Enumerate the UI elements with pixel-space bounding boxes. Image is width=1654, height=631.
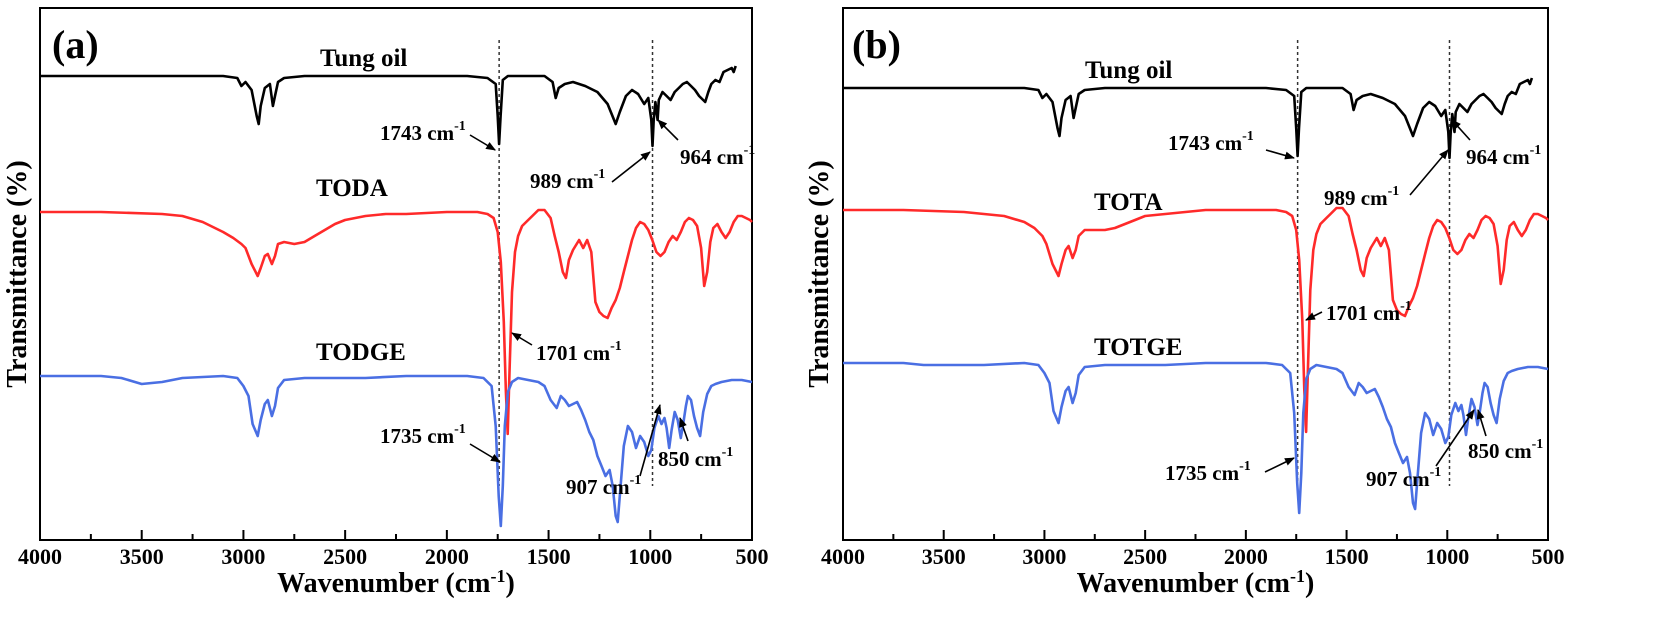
x-tick-label: 3000 [221,544,265,569]
x-tick-label: 2500 [1123,544,1167,569]
series-label: TODA [316,175,388,202]
peak-annotation: 1735 cm-1 [1165,459,1251,485]
peak-annotation-text: 907 cm [1366,467,1430,491]
series-line-tung-oil [843,77,1534,160]
series-label: TODGE [316,339,406,366]
peak-annotation-sup: -1 [1532,437,1544,452]
annotation-arrow [679,417,689,442]
peak-annotation: 907 cm-1 [566,473,641,499]
x-axis-title: Wavenumber (cm-1) [1077,566,1315,599]
x-tick-label: 500 [736,544,769,569]
x-tick-label: 3500 [922,544,966,569]
peak-annotation-sup: -1 [454,422,466,437]
x-tick-label: 2500 [323,544,367,569]
panel-a: 4000 3500 3000 2500 2000 1500 1000 500 Wavenumbe… [2,7,769,599]
annotation-arrow [657,119,679,141]
peak-annotation: 907 cm-1 [1366,465,1441,491]
panel-label: (a) [52,22,99,67]
peak-annotation: 1701 cm-1 [1326,299,1412,325]
peak-annotation-text: 1735 cm [380,424,455,448]
peak-annotation-sup: -1 [1242,129,1254,144]
peak-annotation-text: 989 cm [530,169,594,193]
series-line-todge [40,374,753,528]
x-axis-title-text: Wavenumber (cm [1077,568,1290,599]
panel-b: 4000 3500 3000 2500 2000 1500 1000 500 Wavenumbe… [804,7,1565,599]
peak-annotation: 850 cm-1 [658,445,733,471]
annotation-arrow [1409,149,1449,196]
peak-annotation: 964 cm-1 [1466,143,1541,169]
annotation-arrow [639,404,662,477]
x-tick-label: 1000 [628,544,672,569]
x-tick-label: 2000 [425,544,469,569]
x-tick-label: 3500 [120,544,164,569]
peak-annotation-sup: -1 [1239,459,1251,474]
peak-annotation-text: 907 cm [566,475,630,499]
peak-annotation-sup: -1 [610,339,622,354]
peak-annotation-text: 964 cm [680,145,744,169]
x-axis-title-sup: -1 [491,566,506,586]
peak-annotation-sup: -1 [722,445,734,460]
peak-annotation-sup: -1 [1430,465,1442,480]
series-line-totge [843,361,1549,515]
series-line-tota [843,206,1549,434]
annotation-arrow [1476,409,1487,437]
peak-annotation: 989 cm-1 [530,167,605,193]
peak-annotation-sup: -1 [630,473,642,488]
x-axis-title-tail: ) [1305,568,1314,599]
x-axis-title: Wavenumber (cm-1) [277,566,515,599]
peak-annotation-sup: -1 [1530,143,1542,158]
x-tick-label: 2000 [1224,544,1268,569]
series-label: Tung oil [1085,57,1172,84]
series-line-toda [40,208,753,436]
y-axis-title: Transmittance (%) [804,160,835,387]
peak-annotation: 1701 cm-1 [536,339,622,365]
peak-annotation: 1735 cm-1 [380,422,466,448]
series-label: TOTGE [1094,334,1182,361]
peak-annotation-text: 1743 cm [380,121,455,145]
x-tick-label: 3000 [1022,544,1066,569]
peak-annotation-text: 1701 cm [1326,301,1401,325]
x-axis-title-text: Wavenumber (cm [277,568,490,599]
peak-annotation-sup: -1 [594,167,606,182]
x-tick-label: 4000 [821,544,865,569]
annotation-arrow [1451,119,1471,141]
peak-annotation-text: 964 cm [1466,145,1530,169]
peak-annotation: 964 cm-1 [680,143,755,169]
peak-annotation-text: 850 cm [658,447,722,471]
x-tick-label: 1000 [1425,544,1469,569]
annotation-arrow [469,443,501,463]
peak-annotation: 850 cm-1 [1468,437,1543,463]
x-tick-label: 1500 [527,544,571,569]
annotation-arrow [611,151,651,183]
panel-label: (b) [852,22,901,67]
annotation-arrow [469,134,496,151]
annotation-arrow [511,332,533,346]
peak-annotation-sup: -1 [1400,299,1412,314]
annotation-arrow [1435,409,1475,467]
series-label: TOTA [1094,189,1163,216]
peak-annotation: 1743 cm-1 [380,119,466,145]
x-tick-label: 4000 [18,544,62,569]
peak-annotation-sup: -1 [1388,184,1400,199]
peak-annotation-sup: -1 [454,119,466,134]
x-axis-title-sup: -1 [1290,566,1305,586]
peak-annotation-text: 1701 cm [536,341,611,365]
series-label: Tung oil [320,45,407,72]
peak-annotation-text: 850 cm [1468,439,1532,463]
x-tick-label: 1500 [1325,544,1369,569]
peak-annotation-sup: -1 [744,143,756,158]
y-axis-title: Transmittance (%) [2,160,33,387]
annotation-arrow [1305,311,1323,321]
series-line-tung-oil [40,65,737,148]
peak-annotation-text: 1735 cm [1165,461,1240,485]
x-axis-title-tail: ) [506,568,515,599]
annotation-arrow [1265,149,1295,160]
peak-annotation-text: 989 cm [1324,186,1388,210]
peak-annotation-text: 1743 cm [1168,131,1243,155]
annotation-arrow [1264,457,1295,473]
peak-annotation: 989 cm-1 [1324,184,1399,210]
peak-annotation: 1743 cm-1 [1168,129,1254,155]
x-tick-label: 500 [1532,544,1565,569]
